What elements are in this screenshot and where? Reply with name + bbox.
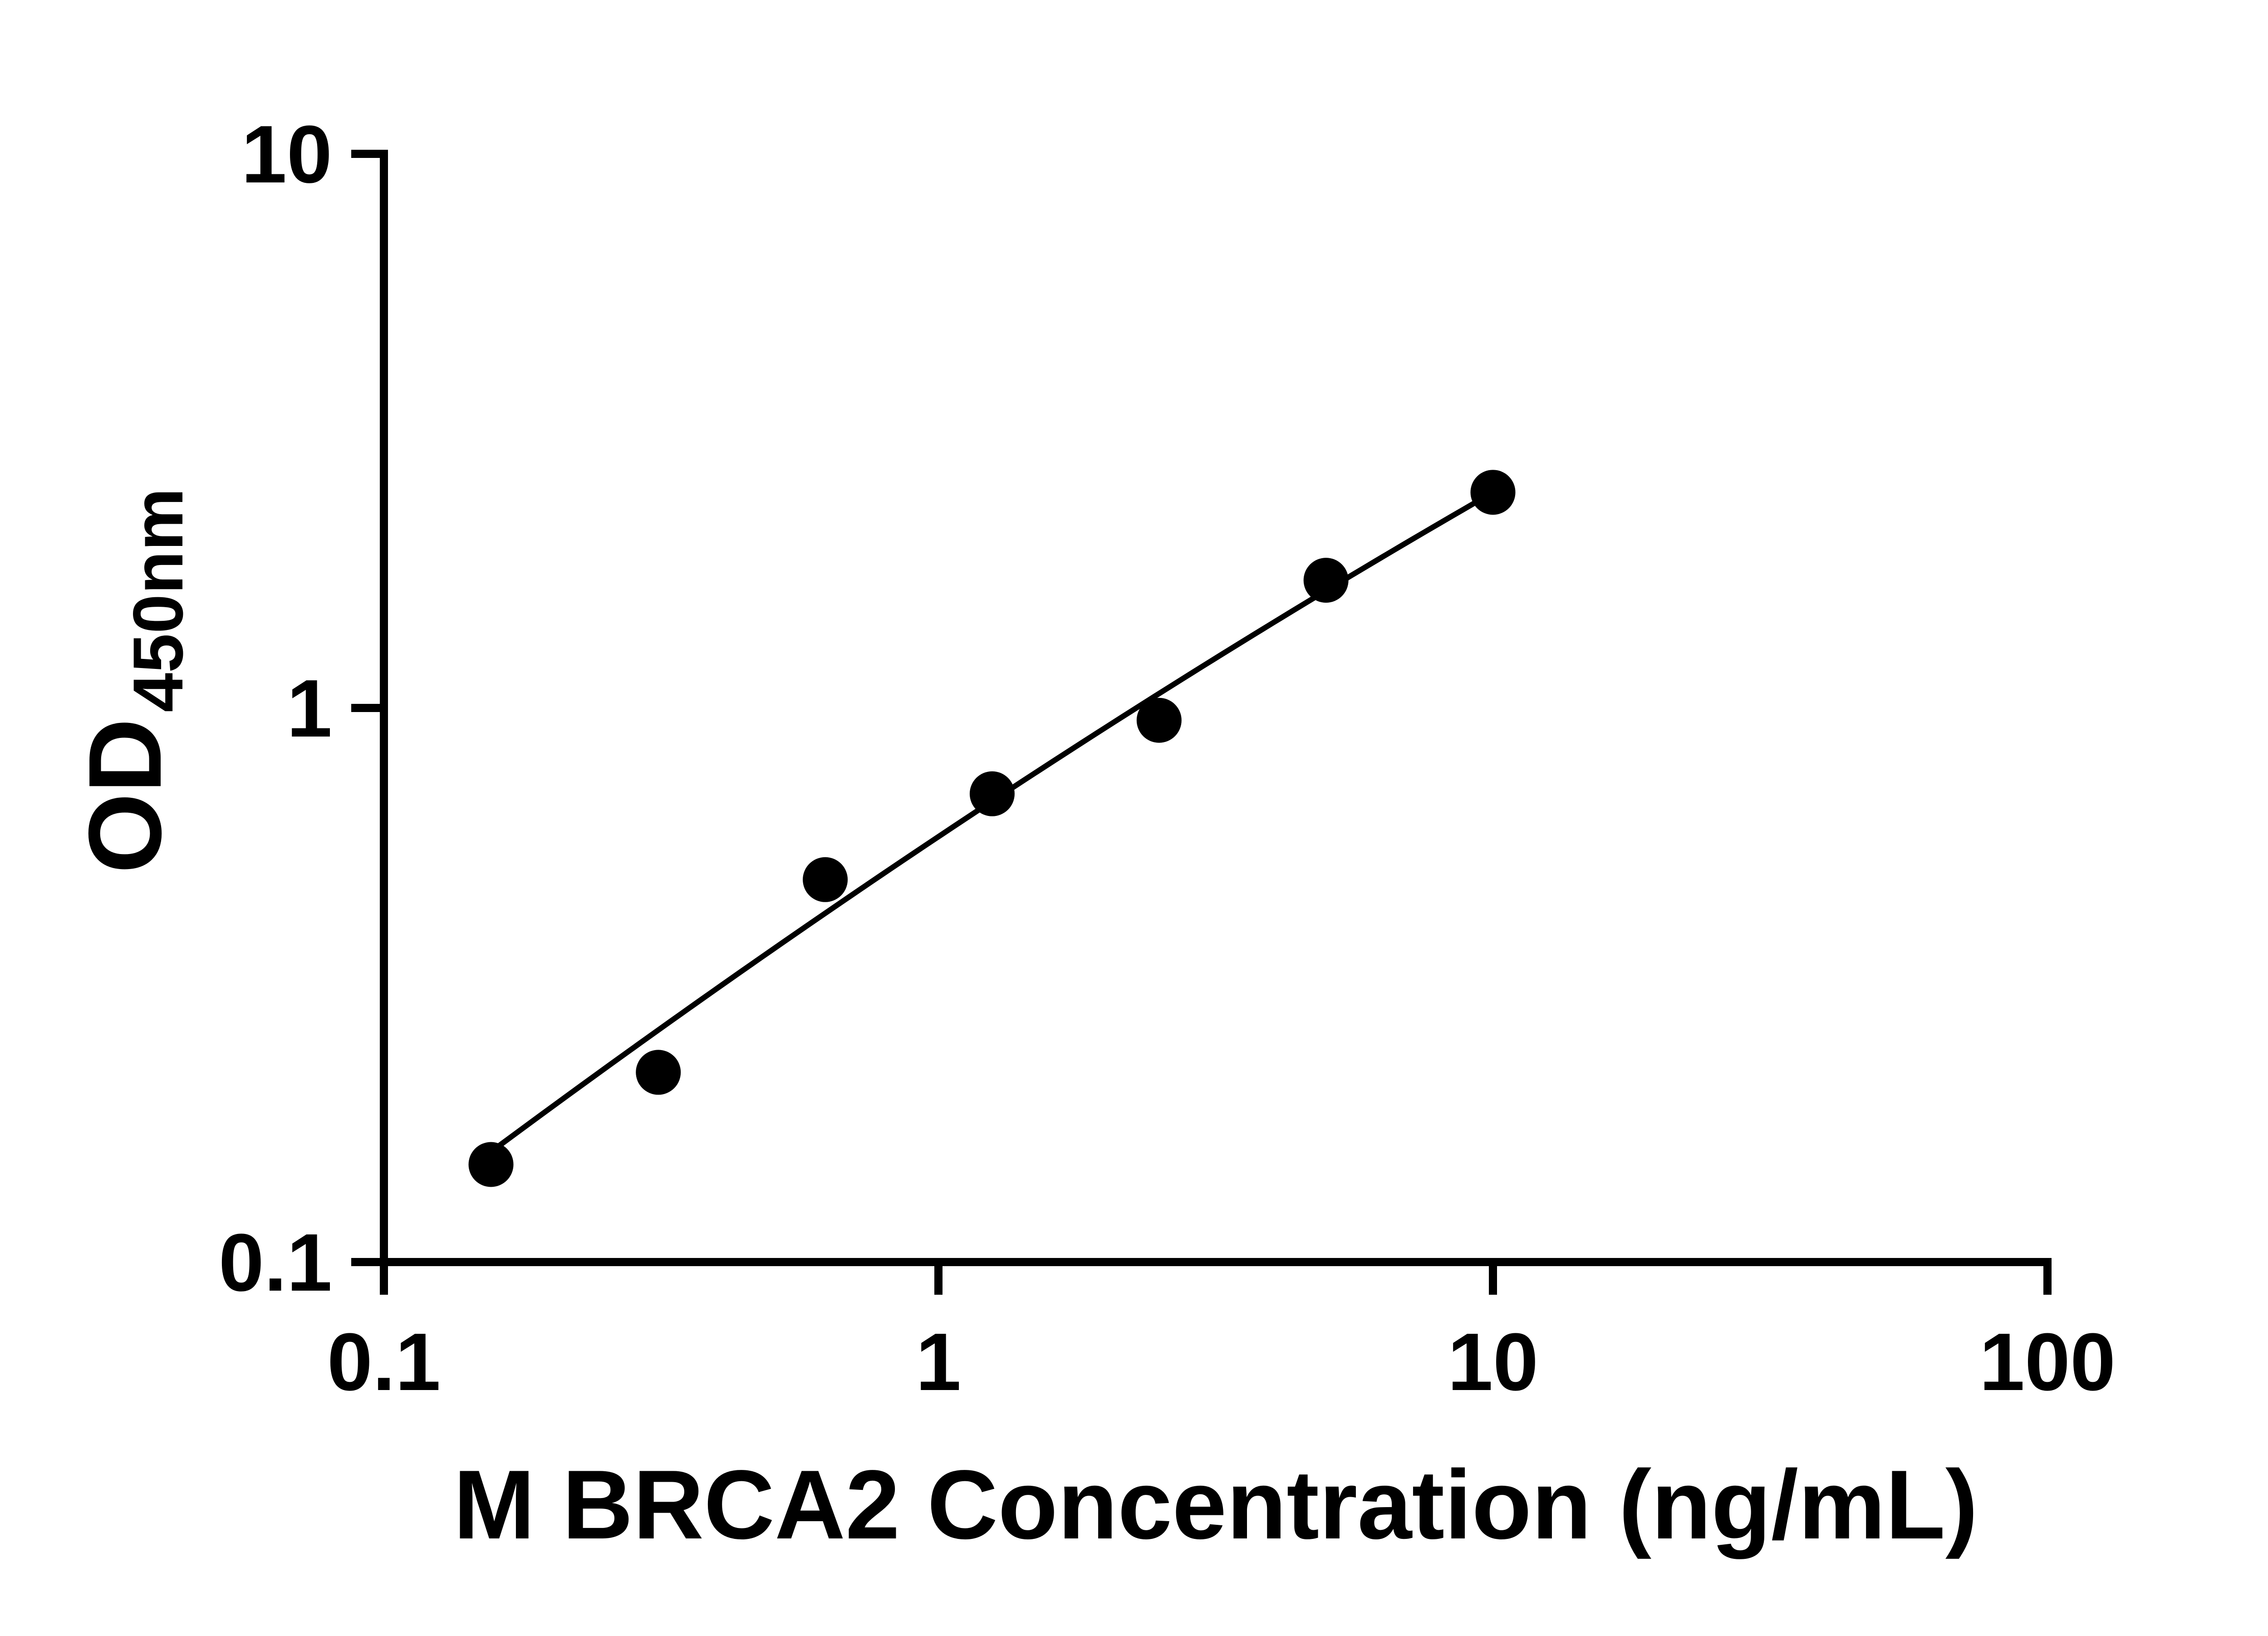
y-axis-title-main: OD [68, 718, 183, 874]
axes-lines [380, 150, 2052, 1266]
data-point [636, 1050, 681, 1095]
x-axis-tick-label: 1 [916, 1317, 961, 1408]
y-axis-title-subscript: 450nm [119, 488, 198, 712]
plot-area: 0.1 1 10 0.1 1 10 100 [219, 109, 2116, 1408]
data-point [1303, 558, 1349, 603]
x-axis-title: M BRCA2 Concentration (ng/mL) [453, 1449, 1978, 1559]
x-axis-tick-label: 0.1 [327, 1317, 441, 1408]
data-point [468, 1142, 514, 1187]
data-point [1470, 470, 1516, 515]
y-axis-tick-label: 10 [241, 109, 332, 200]
data-point [803, 857, 848, 902]
x-axis-tick-label: 100 [1979, 1317, 2116, 1408]
y-axis-title: OD 450nm [68, 488, 198, 874]
x-axis-tick-label: 10 [1448, 1317, 1538, 1408]
data-point [969, 771, 1015, 816]
data-point [1136, 698, 1182, 743]
y-axis-tick-label: 1 [287, 663, 332, 754]
y-axis-tick-label: 0.1 [219, 1217, 332, 1308]
